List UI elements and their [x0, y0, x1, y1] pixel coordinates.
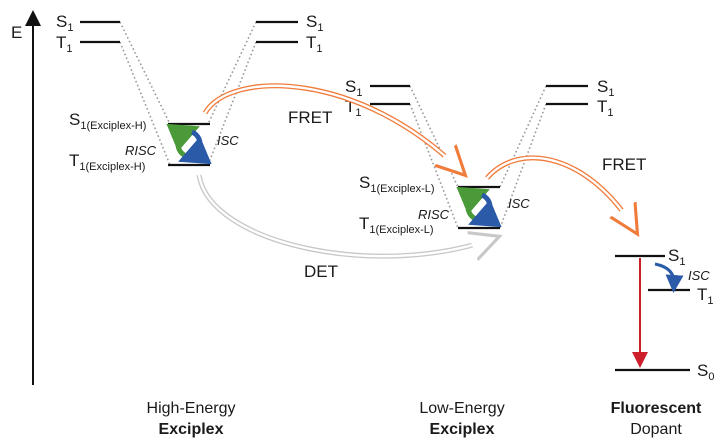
energy-axis: E: [11, 10, 41, 385]
fret-label-2: FRET: [602, 155, 646, 174]
level-label: T1(Exciplex-H): [69, 151, 145, 173]
caption-low-energy-line1: Low-Energy: [419, 400, 504, 417]
risc-label-low: RISC: [418, 207, 450, 222]
level-label: S1: [306, 12, 323, 34]
level-label: T1: [345, 97, 362, 119]
caption-dopant-line1: Fluorescent: [611, 400, 702, 417]
det-arrow-group: [196, 174, 496, 259]
dotted-link: [119, 21, 171, 125]
fret-arrow-2: [486, 156, 635, 230]
det-arrow-outline: [196, 174, 496, 259]
caption-high-energy-line2: Exciplex: [159, 421, 224, 438]
level-label: T1: [306, 33, 323, 55]
level-label: T1: [697, 285, 714, 307]
level-labels: S1 T1 S1 T1 S1(Exciplex-H) T1(Exciplex-H…: [56, 12, 714, 383]
level-label: S1: [668, 246, 685, 268]
intersystem-crossing-arrows: [166, 123, 684, 293]
dotted-link: [409, 103, 459, 229]
fret-label-1: FRET: [288, 108, 332, 127]
dotted-link: [499, 103, 547, 229]
isc-label-high: ISC: [217, 133, 239, 148]
det-arrow: [197, 174, 495, 256]
isc-label-low: ISC: [508, 196, 530, 211]
det-label: DET: [304, 262, 338, 281]
dotted-link: [499, 85, 547, 188]
level-label: S1: [597, 77, 614, 99]
energy-levels: [80, 20, 690, 372]
risc-label-high: RISC: [125, 143, 157, 158]
isc-label-dopant: ISC: [688, 268, 710, 283]
level-label: S1(Exciplex-H): [69, 110, 146, 132]
dotted-link: [207, 21, 257, 125]
level-label: S1: [56, 12, 73, 34]
level-label: S1: [345, 77, 362, 99]
isc-arrow-dopant: [654, 262, 684, 293]
caption-high-energy-line1: High-Energy: [147, 400, 236, 417]
level-label: S0: [697, 361, 714, 383]
level-label: T1: [597, 97, 614, 119]
isc-arrow-high: [178, 129, 212, 165]
process-labels: RISC ISC RISC ISC ISC FRET FRET DET: [125, 108, 710, 283]
fret-arrows: [202, 83, 635, 230]
dotted-link: [207, 41, 257, 166]
caption-dopant-line2: Dopant: [630, 421, 682, 438]
isc-arrow-low: [468, 192, 502, 228]
level-label: S1(Exciplex-L): [359, 173, 435, 195]
level-label: T1(Exciplex-L): [359, 214, 434, 236]
caption-low-energy-line2: Exciplex: [430, 421, 495, 438]
risc-arrow-low: [456, 186, 490, 222]
fret-arrow-1-outline: [202, 83, 464, 174]
fret-arrow-1: [203, 84, 462, 172]
dotted-link: [119, 41, 171, 166]
risc-arrow-high: [166, 123, 200, 159]
energy-axis-label: E: [11, 23, 22, 42]
level-label: T1: [56, 33, 73, 55]
captions: High-Energy Exciplex Low-Energy Exciplex…: [147, 400, 702, 438]
